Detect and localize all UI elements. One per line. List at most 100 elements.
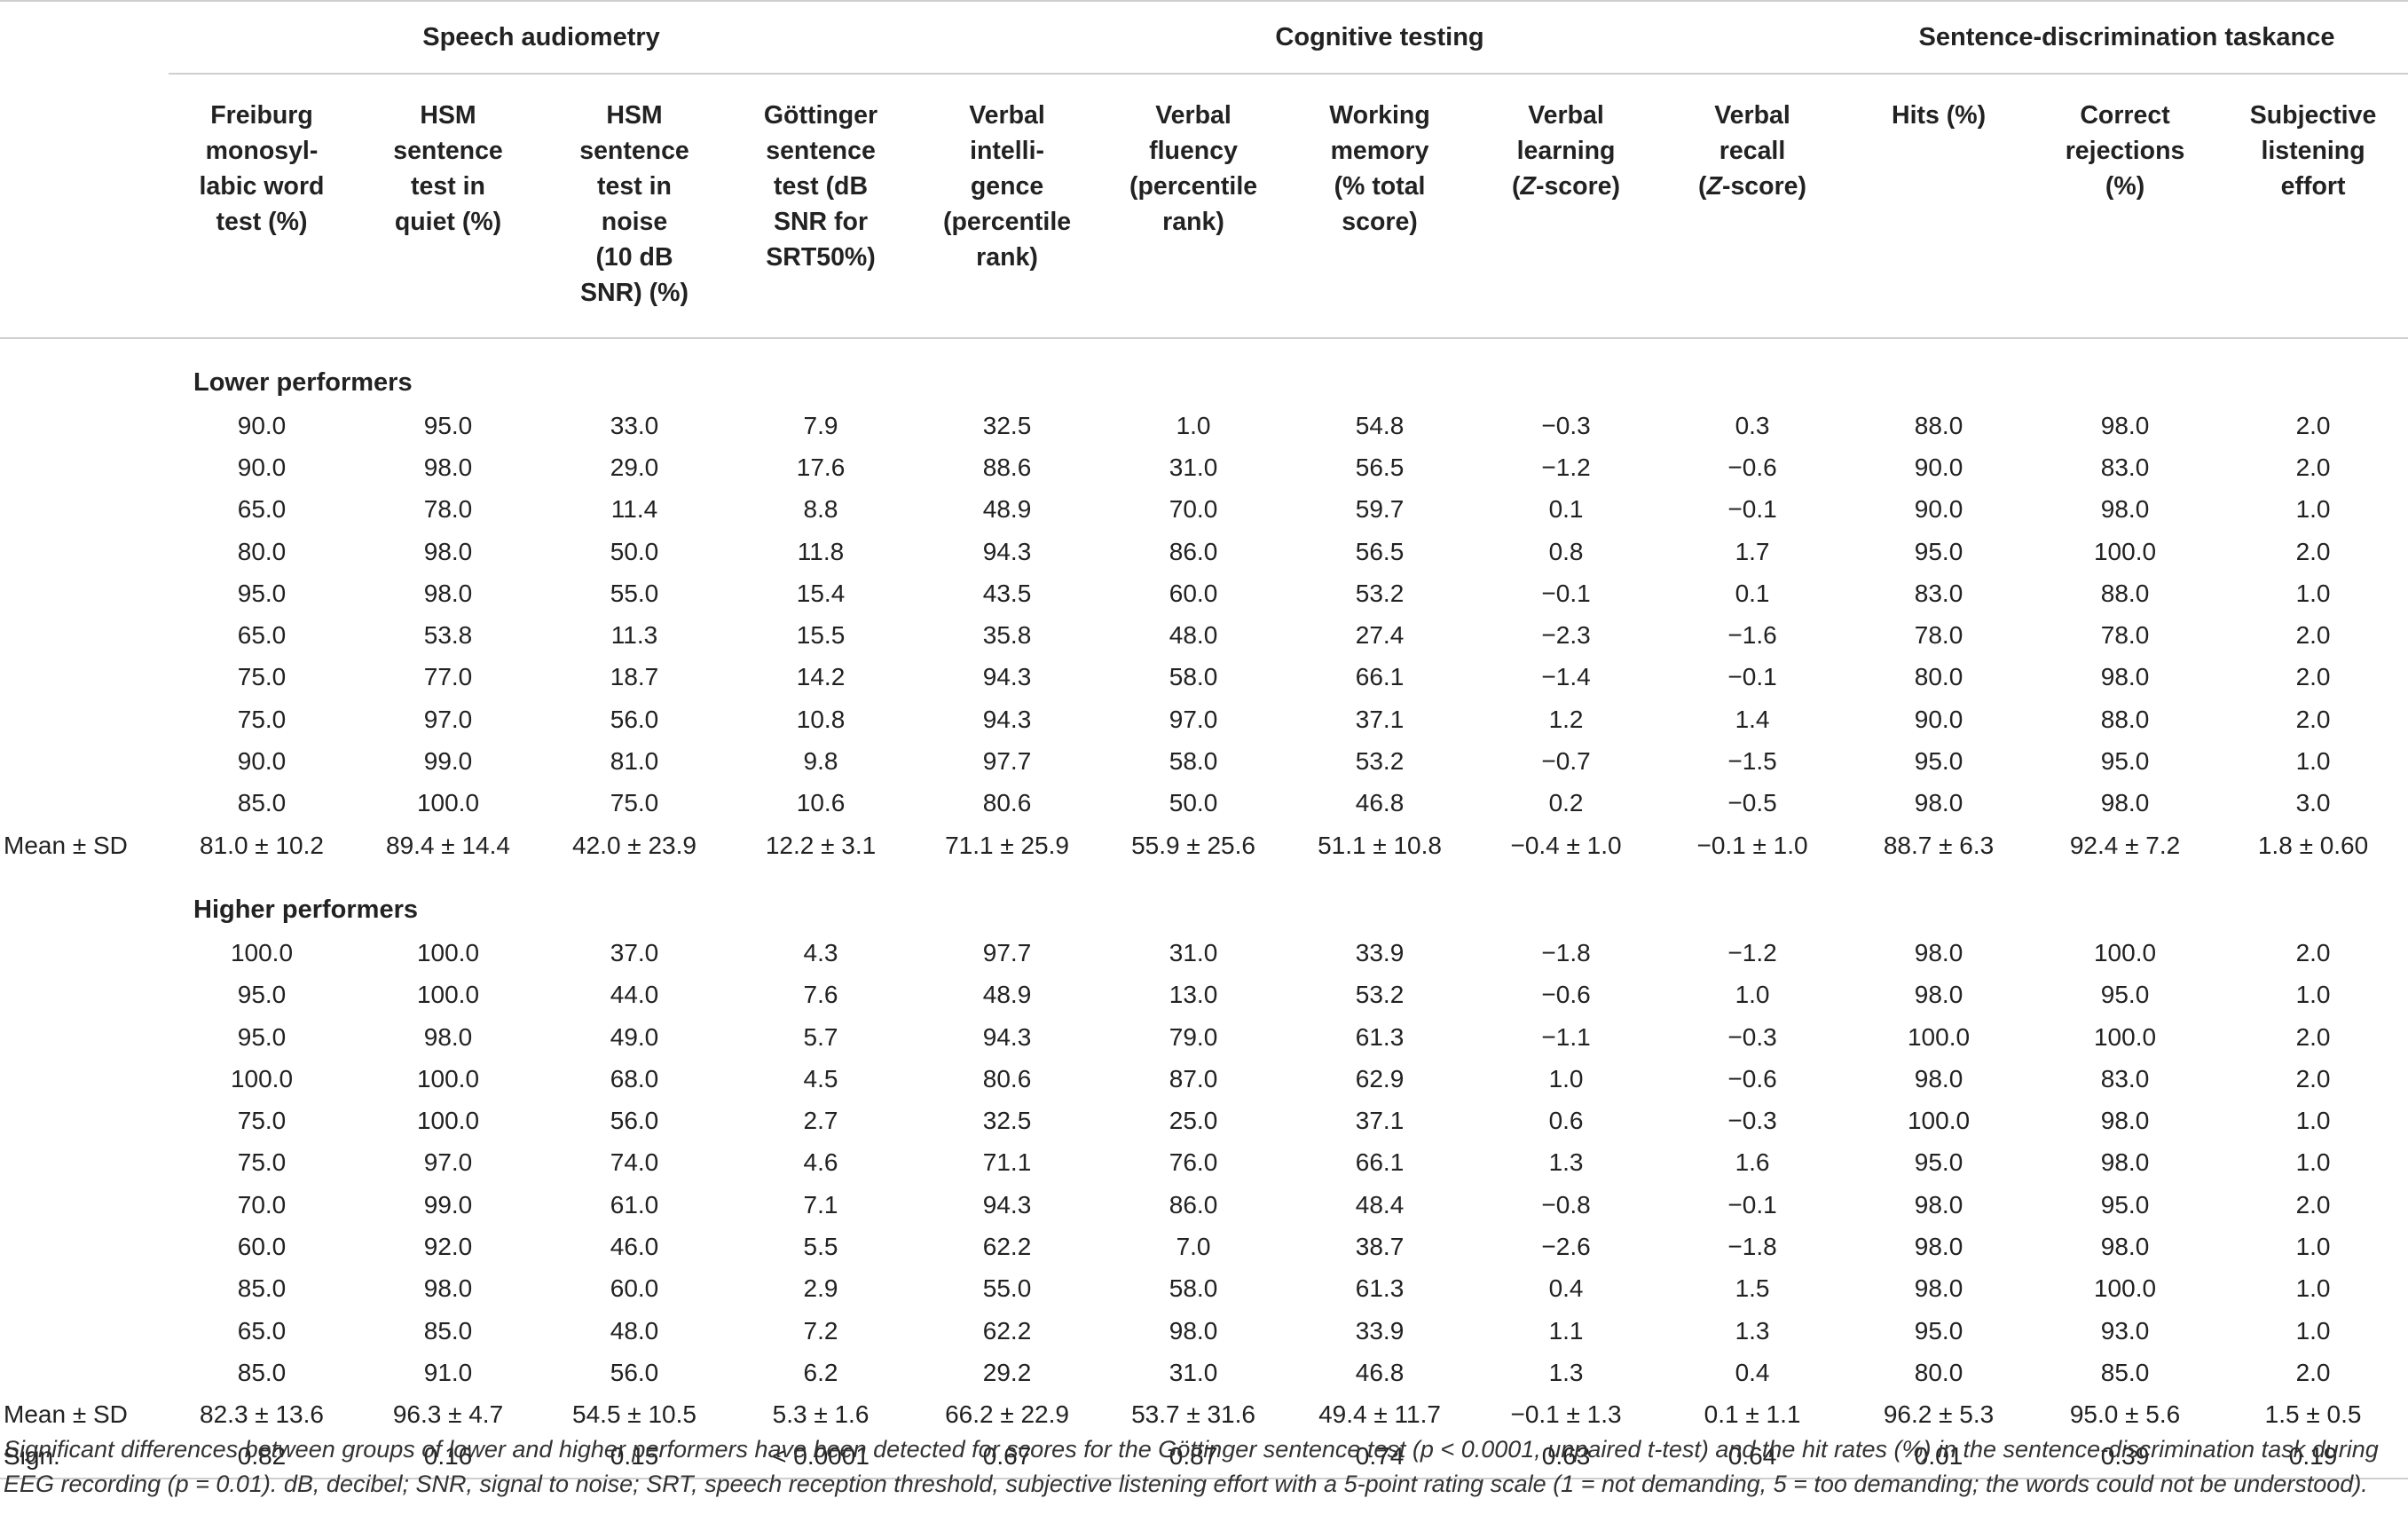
table-cell: 56.0: [610, 1107, 659, 1135]
column-header: Verbal learning (Z-score): [1473, 74, 1660, 339]
section-header-row: Lower performers: [0, 338, 2408, 405]
table-cell: 99.0: [423, 1190, 473, 1219]
table-cell: 97.7: [982, 747, 1032, 776]
table-cell: 75.0: [237, 705, 287, 733]
table-cell: 94.3: [982, 663, 1032, 691]
table-cell: 5.5: [803, 1232, 838, 1260]
table-cell: 48.0: [610, 1316, 659, 1345]
table-cell: 95.0: [1914, 747, 1963, 776]
table-row: 75.0 97.0 56.0 10.8 94.3 97.0 37.1 1.2 1.4 90.0 88…: [0, 698, 2408, 740]
table-cell: 5.3 ± 1.6: [772, 1400, 870, 1429]
row-label: Mean ± SD: [4, 1400, 128, 1429]
table-body: Lower performers 90.0 95.0 33.0 7.9 32.5 1.0 54…: [0, 338, 2408, 1480]
table-cell: 65.0: [237, 1316, 287, 1345]
table-cell: 46.0: [610, 1232, 659, 1260]
section-label: Higher performers: [193, 895, 419, 925]
column-header-line: rank): [1162, 208, 1224, 236]
table-cell: 95.0: [2100, 747, 2150, 776]
table-cell: 68.0: [610, 1064, 659, 1092]
table-cell: 0.1: [1548, 495, 1584, 524]
table-cell: 5.7: [803, 1022, 838, 1051]
table-cell: 53.7 ± 31.6: [1131, 1400, 1255, 1429]
table-cell: 100.0: [1907, 1022, 1971, 1051]
table-cell: 0.1 ± 1.1: [1704, 1400, 1801, 1429]
table-cell: 0.3: [1735, 411, 1770, 439]
table-cell: 71.1 ± 25.9: [945, 831, 1069, 859]
table-cell: −1.8: [1727, 1232, 1777, 1260]
table-cell: 15.5: [796, 621, 846, 650]
table-cell: 90.0: [1914, 453, 1963, 481]
mean-row: Mean ± SD 81.0 ± 10.2 89.4 ± 14.4 42.0 ± 23…: [0, 824, 2408, 866]
table-cell: 53.8: [423, 621, 473, 650]
table-cell: 58.0: [1169, 1274, 1218, 1303]
table-row: 95.0 98.0 55.0 15.4 43.5 60.0 53.2 −0.1 0.1 83.0 8…: [0, 572, 2408, 614]
column-header-line: Hits (%): [1891, 101, 1987, 130]
table-cell: 98.0: [423, 1274, 473, 1303]
column-header: Subjective listening effort: [2218, 74, 2408, 339]
table-cell: 2.0: [2295, 938, 2331, 966]
column-header: Correct rejections (%): [2032, 74, 2219, 339]
table-cell: 62.9: [1355, 1064, 1405, 1092]
table-cell: 0.39: [2032, 1435, 2219, 1480]
table-row: 95.0 98.0 49.0 5.7 94.3 79.0 61.3 −1.1 −0.3 100.0…: [0, 1016, 2408, 1058]
table-cell: 70.0: [1169, 495, 1218, 524]
column-header-line: (%): [2105, 172, 2145, 201]
table-cell: 33.9: [1355, 938, 1405, 966]
table-cell: 85.0: [2100, 1358, 2150, 1386]
column-header-line: rank): [976, 243, 1038, 272]
table-cell: 17.6: [796, 453, 846, 481]
table-cell: 48.0: [1169, 621, 1218, 650]
table-cell: 0.67: [914, 1435, 1101, 1480]
table-cell: 100.0: [416, 789, 480, 817]
table-cell: 75.0: [237, 1107, 287, 1135]
table-cell: 78.0: [1914, 621, 1963, 650]
table-cell: 100.0: [2093, 1274, 2157, 1303]
table-cell: 0.2: [1548, 789, 1584, 817]
table-cell: 1.4: [1735, 705, 1770, 733]
table-cell: 94.3: [982, 1022, 1032, 1051]
table-cell: −0.6: [1727, 453, 1777, 481]
table-row: 65.0 53.8 11.3 15.5 35.8 48.0 27.4 −2.3 −1.6 78.0…: [0, 614, 2408, 656]
table-cell: −0.1 ± 1.0: [1696, 831, 1808, 859]
column-header-line: (10 dB: [595, 243, 673, 272]
column-header-line: (Z-score): [1698, 172, 1807, 201]
table-cell: < 0.0001: [728, 1435, 915, 1480]
column-header: Verbal recall (Z-score): [1659, 74, 1846, 339]
table-cell: −0.1: [1727, 495, 1777, 524]
row-label: [0, 489, 169, 531]
table-cell: 33.0: [610, 411, 659, 439]
column-header-line: test (%): [216, 208, 308, 236]
table-cell: 11.8: [797, 537, 845, 565]
table-cell: 7.9: [803, 411, 838, 439]
table-cell: 8.8: [803, 495, 838, 524]
table-cell: 100.0: [416, 1107, 480, 1135]
table-cell: 2.0: [2295, 1064, 2331, 1092]
table-cell: 2.0: [2295, 705, 2331, 733]
table-cell: 100.0: [2093, 938, 2157, 966]
table-cell: 56.5: [1355, 537, 1405, 565]
table-row: 90.0 99.0 81.0 9.8 97.7 58.0 53.2 −0.7 −1.5 95.0 9…: [0, 740, 2408, 782]
table-cell: 0.6: [1548, 1107, 1584, 1135]
table-cell: −0.6: [1541, 981, 1591, 1009]
table-cell: 75.0: [237, 663, 287, 691]
table-row: 70.0 99.0 61.0 7.1 94.3 86.0 48.4 −0.8 −0.1 98.0 9…: [0, 1184, 2408, 1226]
table-cell: 96.3 ± 4.7: [392, 1400, 504, 1429]
table-cell: 49.4 ± 11.7: [1318, 1400, 1441, 1429]
table-cell: 10.6: [796, 789, 846, 817]
stub-header: [0, 0, 169, 74]
table-cell: 97.7: [982, 938, 1032, 966]
table-row: 75.0 97.0 74.0 4.6 71.1 76.0 66.1 1.3 1.6 95.0 98.…: [0, 1142, 2408, 1184]
table-cell: 100.0: [416, 938, 480, 966]
column-header: Freiburg monosyl-labic word test (%): [169, 74, 355, 339]
table-cell: 80.0: [1914, 1358, 1963, 1386]
table-cell: 7.2: [803, 1316, 838, 1345]
column-header-line: Verbal: [1528, 101, 1604, 130]
table-row: 75.0 100.0 56.0 2.7 32.5 25.0 37.1 0.6 −0.3 100.0…: [0, 1100, 2408, 1141]
column-header-line: Verbal: [1714, 101, 1790, 130]
table-cell: 85.0: [237, 789, 287, 817]
table-cell: 60.0: [237, 1232, 287, 1260]
column-header-line: Working: [1329, 101, 1430, 130]
column-header-line: learning: [1516, 137, 1616, 165]
table-cell: 1.0: [1548, 1064, 1584, 1092]
table-cell: 48.4: [1355, 1190, 1405, 1219]
